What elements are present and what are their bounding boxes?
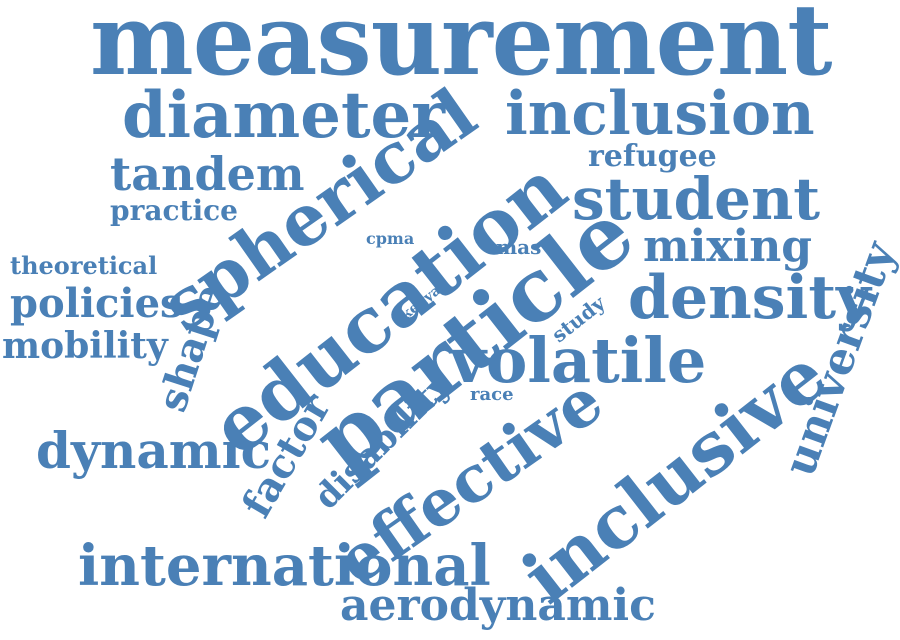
word-international: international (78, 533, 491, 599)
word-inclusion: inclusion (505, 79, 815, 149)
word-cpma: cpma (366, 229, 415, 248)
word-policies: policies (10, 280, 183, 327)
word-diameter: diameter (122, 78, 445, 153)
word-mixing: mixing (643, 221, 812, 272)
word-theoretical: theoretical (10, 251, 158, 280)
word-dynamic: dynamic (36, 421, 272, 480)
word-aerodynamic: aerodynamic (340, 580, 656, 631)
word-mobility: mobility (2, 325, 168, 367)
word-student: student (572, 165, 821, 233)
word-volatile: volatile (450, 324, 707, 397)
word-practice: practice (110, 194, 238, 227)
word-refugee: refugee (588, 139, 717, 174)
word-measurement: measurement (90, 0, 833, 98)
word-mas: mas (496, 235, 542, 259)
word-race: race (470, 384, 514, 405)
word-density: density (628, 263, 871, 333)
word-tandem: tandem (110, 147, 305, 201)
